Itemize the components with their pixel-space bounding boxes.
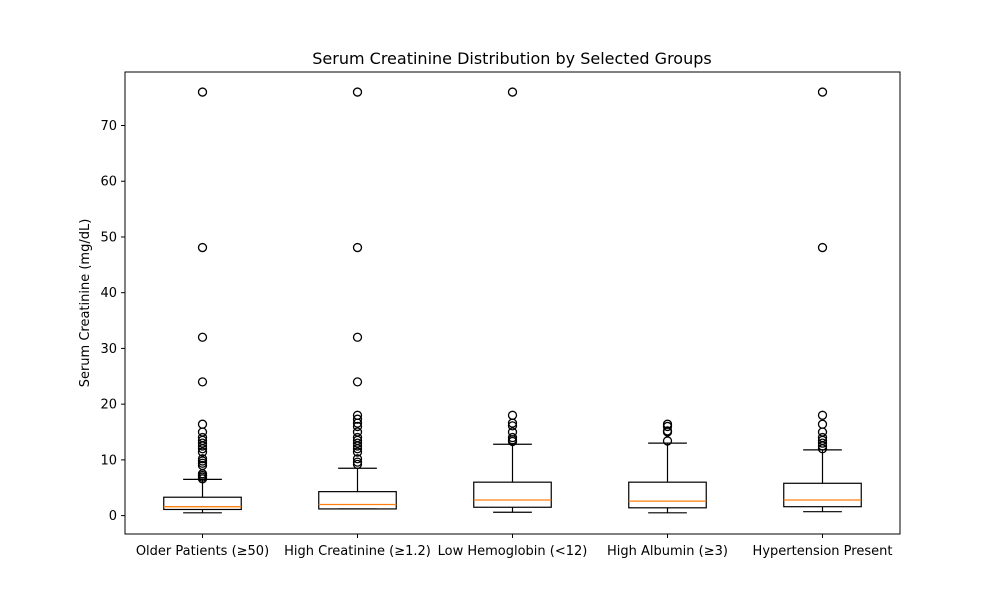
outlier-point	[197, 427, 208, 437]
outlier-point	[197, 454, 208, 464]
iqr-box	[318, 491, 397, 510]
x-tick-label: Older Patients (≥50)	[136, 544, 269, 559]
outlier-point	[197, 438, 208, 448]
x-tick-label: High Creatinine (≥1.2)	[284, 544, 431, 559]
outlier-point	[507, 421, 518, 431]
y-tick-label: 40	[100, 286, 117, 301]
outlier-point	[817, 87, 828, 97]
outlier-point	[352, 438, 363, 448]
iqr-box	[628, 481, 707, 509]
outlier-point	[197, 87, 208, 97]
outlier-point	[507, 87, 518, 97]
outlier-point	[352, 421, 363, 432]
outlier-point	[352, 414, 363, 424]
x-tick-label: High Albumin (≥3)	[607, 544, 728, 559]
outlier-point	[817, 432, 828, 443]
outlier-point	[197, 242, 208, 253]
y-axis-label: Serum Creatinine (mg/dL)	[78, 219, 93, 388]
outlier-point	[662, 419, 673, 429]
outlier-point	[817, 242, 828, 253]
y-tick-label: 10	[100, 453, 117, 468]
outlier-point	[817, 438, 828, 448]
iqr-box	[163, 496, 242, 511]
outlier-point	[352, 447, 363, 457]
outlier-point	[352, 410, 363, 420]
y-tick-label: 0	[109, 509, 117, 524]
outlier-point	[662, 426, 673, 436]
outlier-point	[197, 332, 208, 342]
outlier-point	[352, 432, 363, 443]
outlier-point	[817, 419, 828, 429]
chart-title: Serum Creatinine Distribution by Selecte…	[312, 49, 711, 68]
outlier-point	[507, 410, 518, 420]
outlier-point	[817, 410, 828, 420]
outlier-point	[352, 332, 363, 342]
outlier-point	[662, 436, 673, 446]
y-tick-label: 30	[100, 342, 117, 357]
y-tick-label: 20	[100, 398, 117, 413]
plot-frame	[124, 71, 901, 535]
y-tick-label: 70	[100, 119, 117, 134]
outlier-point	[197, 447, 208, 457]
outlier-point	[352, 377, 363, 387]
iqr-box	[473, 481, 552, 508]
outlier-point	[197, 432, 208, 443]
outlier-point	[817, 427, 828, 437]
outlier-point	[352, 427, 363, 437]
iqr-box	[783, 482, 862, 508]
outlier-point	[197, 419, 208, 429]
outlier-point	[352, 454, 363, 464]
plot-area: 0 10 20 30 40 50 60 70 Older Patients (≥50) High …	[100, 87, 893, 559]
outlier-point	[352, 242, 363, 253]
y-tick-label: 50	[100, 230, 117, 245]
outlier-point	[352, 457, 363, 467]
outlier-point	[197, 377, 208, 387]
outlier-point	[507, 427, 518, 437]
x-tick-label: Hypertension Present	[753, 544, 893, 559]
outlier-point	[352, 87, 363, 97]
y-tick-label: 60	[100, 175, 117, 190]
outlier-point	[507, 432, 518, 443]
x-tick-label: Low Hemoglobin (<12)	[438, 544, 588, 559]
